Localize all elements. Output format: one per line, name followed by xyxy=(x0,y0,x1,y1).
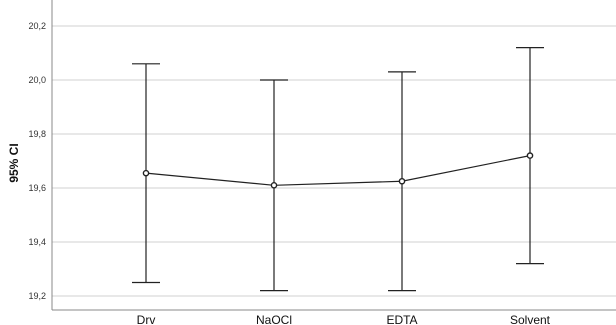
y-tick-labels: 19,2 19,4 19,6 19,8 20,0 20,2 xyxy=(28,21,46,301)
y-tick-label: 19,2 xyxy=(28,291,46,301)
axes xyxy=(51,0,616,311)
error-bars xyxy=(132,46,544,292)
x-category-label: NaOCl xyxy=(256,313,292,325)
mean-point xyxy=(526,152,534,159)
x-category-labels: Drv NaOCl EDTA Solvent xyxy=(137,313,551,325)
y-tick-label: 19,8 xyxy=(28,129,46,139)
mean-connecting-line xyxy=(145,155,531,186)
grid-lines xyxy=(52,25,616,297)
y-axis-title: 95% CI xyxy=(7,143,21,182)
x-category-label: Drv xyxy=(137,313,156,325)
y-tick-label: 20,0 xyxy=(28,75,46,85)
mean-point xyxy=(142,169,150,177)
x-category-label: EDTA xyxy=(386,313,417,325)
y-tick-label: 20,2 xyxy=(28,21,46,31)
x-category-label: Solvent xyxy=(510,313,551,325)
mean-point xyxy=(398,177,406,185)
mean-point xyxy=(270,181,278,189)
y-tick-label: 19,6 xyxy=(28,183,46,193)
y-tick-label: 19,4 xyxy=(28,237,46,247)
mean-points xyxy=(142,152,534,189)
